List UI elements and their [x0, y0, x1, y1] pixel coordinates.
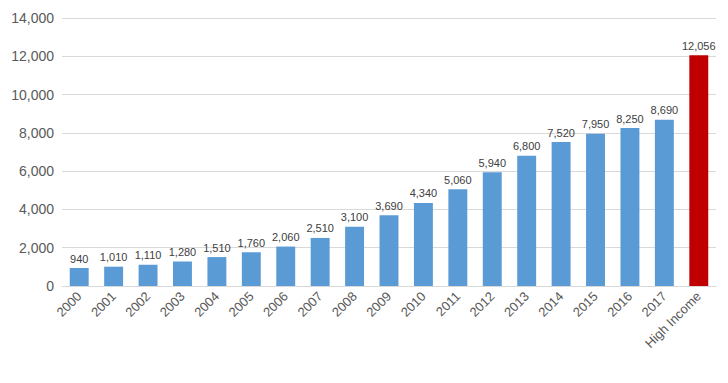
svg-text:2011: 2011 — [433, 289, 463, 319]
svg-text:940: 940 — [70, 253, 88, 265]
svg-text:2004: 2004 — [191, 289, 222, 320]
svg-text:2,060: 2,060 — [272, 231, 300, 243]
svg-text:2006: 2006 — [260, 289, 291, 320]
svg-text:6,000: 6,000 — [19, 163, 54, 179]
svg-text:2014: 2014 — [535, 289, 566, 320]
svg-text:8,000: 8,000 — [19, 125, 54, 141]
svg-text:2000: 2000 — [53, 289, 84, 320]
svg-text:2007: 2007 — [294, 289, 325, 320]
svg-text:8,250: 8,250 — [616, 113, 644, 125]
svg-text:2015: 2015 — [570, 289, 601, 320]
svg-text:High Income: High Income — [642, 289, 704, 351]
svg-text:1,510: 1,510 — [203, 242, 231, 254]
svg-text:2009: 2009 — [363, 289, 394, 320]
svg-text:14,000: 14,000 — [11, 10, 54, 26]
svg-text:6,800: 6,800 — [513, 140, 541, 152]
svg-text:5,060: 5,060 — [444, 174, 472, 186]
svg-text:12,056: 12,056 — [682, 40, 716, 52]
svg-text:10,000: 10,000 — [11, 87, 54, 103]
svg-text:0: 0 — [46, 278, 54, 294]
svg-text:1,760: 1,760 — [238, 237, 266, 249]
svg-text:7,520: 7,520 — [547, 127, 575, 139]
svg-text:1,010: 1,010 — [100, 251, 128, 263]
svg-text:4,340: 4,340 — [410, 187, 438, 199]
svg-text:2013: 2013 — [501, 289, 532, 320]
svg-text:2,510: 2,510 — [306, 222, 334, 234]
svg-text:7,950: 7,950 — [582, 118, 610, 130]
svg-text:3,690: 3,690 — [375, 200, 403, 212]
svg-text:2005: 2005 — [226, 289, 257, 320]
svg-text:2008: 2008 — [329, 289, 360, 320]
svg-text:2010: 2010 — [398, 289, 429, 320]
svg-text:8,690: 8,690 — [651, 104, 679, 116]
svg-text:12,000: 12,000 — [11, 48, 54, 64]
svg-text:2012: 2012 — [467, 289, 498, 320]
svg-text:2,000: 2,000 — [19, 240, 54, 256]
svg-text:2017: 2017 — [639, 289, 670, 320]
svg-text:5,940: 5,940 — [478, 157, 506, 169]
svg-text:2002: 2002 — [122, 289, 153, 320]
svg-text:2016: 2016 — [604, 289, 635, 320]
svg-text:2001: 2001 — [88, 289, 119, 320]
svg-text:2003: 2003 — [157, 289, 188, 320]
svg-text:1,280: 1,280 — [169, 246, 197, 258]
svg-text:4,000: 4,000 — [19, 201, 54, 217]
svg-text:1,110: 1,110 — [135, 249, 162, 261]
svg-text:3,100: 3,100 — [341, 211, 369, 223]
